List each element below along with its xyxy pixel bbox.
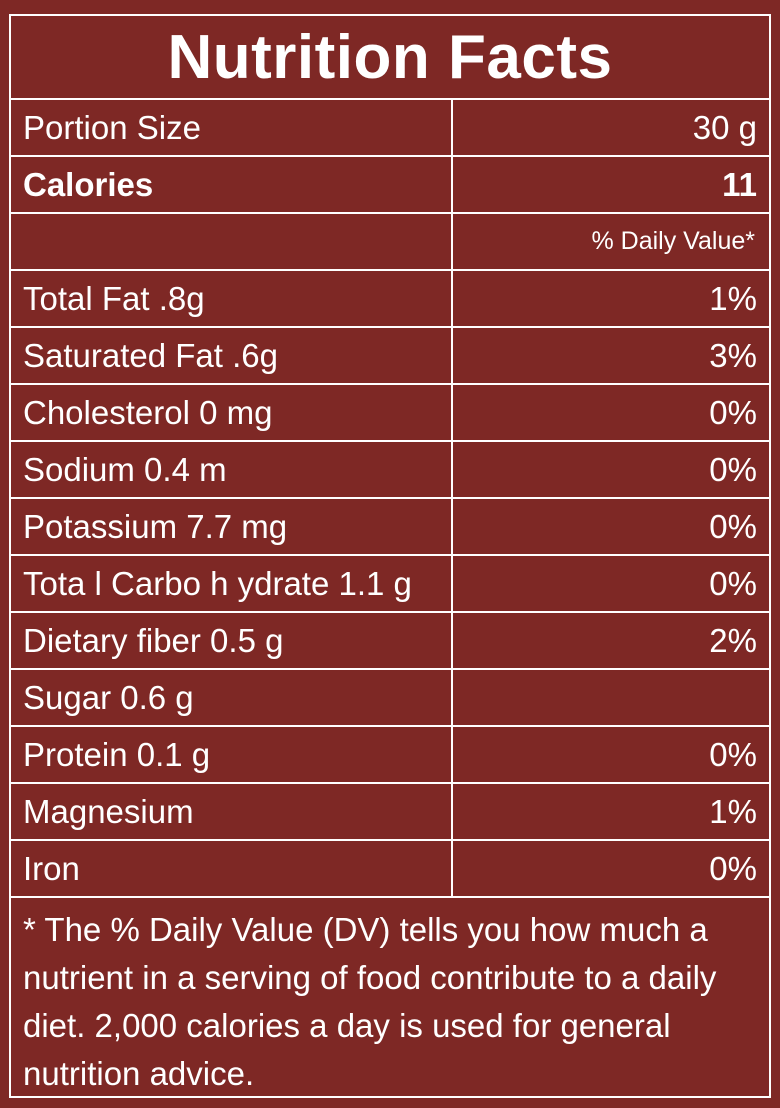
nutrient-label: Iron <box>11 841 453 896</box>
nutrient-label: Potassium 7.7 mg <box>11 499 453 554</box>
nutrient-row: Total Fat .8g 1% <box>11 271 769 328</box>
dv-header-row: % Daily Value* <box>11 214 769 271</box>
nutrient-row: Dietary fiber 0.5 g 2% <box>11 613 769 670</box>
portion-row: Portion Size 30 g <box>11 100 769 157</box>
nutrient-dv: 0% <box>709 564 757 602</box>
nutrient-dv: 3% <box>709 336 757 374</box>
dv-header: % Daily Value* <box>591 227 755 255</box>
nutrient-dv: 0% <box>709 450 757 488</box>
nutrient-label: Dietary fiber 0.5 g <box>11 613 453 668</box>
nutrient-dv: 1% <box>709 279 757 317</box>
calories-value: 11 <box>722 165 757 203</box>
nutrient-dv: 0% <box>709 507 757 545</box>
nutrient-row: Sodium 0.4 m 0% <box>11 442 769 499</box>
nutrient-label: Tota l Carbo h ydrate 1.1 g <box>11 556 453 611</box>
nutrient-label: Sugar 0.6 g <box>11 670 453 725</box>
nutrient-label: Sodium 0.4 m <box>11 442 453 497</box>
nutrient-label: Protein 0.1 g <box>11 727 453 782</box>
nutrient-dv: 0% <box>709 393 757 431</box>
nutrient-row: Saturated Fat .6g 3% <box>11 328 769 385</box>
dv-header-spacer <box>11 214 453 269</box>
nutrient-row: Potassium 7.7 mg 0% <box>11 499 769 556</box>
footnote: * The % Daily Value (DV) tells you how m… <box>23 911 717 1092</box>
nutrient-dv: 0% <box>709 849 757 887</box>
nutrient-label: Total Fat .8g <box>11 271 453 326</box>
nutrient-row: Tota l Carbo h ydrate 1.1 g 0% <box>11 556 769 613</box>
portion-value: 30 g <box>692 108 757 146</box>
portion-label: Portion Size <box>11 100 453 155</box>
nutrient-dv: 1% <box>709 792 757 830</box>
nutrient-dv: 2% <box>709 621 757 659</box>
nutrient-label: Cholesterol 0 mg <box>11 385 453 440</box>
nutrient-dv <box>455 670 769 725</box>
nutrient-row: Protein 0.1 g 0% <box>11 727 769 784</box>
nutrient-label: Magnesium <box>11 784 453 839</box>
nutrient-row: Iron 0% <box>11 841 769 898</box>
nutrient-label: Saturated Fat .6g <box>11 328 453 383</box>
label-title: Nutrition Facts <box>11 16 769 100</box>
nutrition-table: Portion Size 30 g Calories 11 % Daily Va… <box>11 100 769 898</box>
nutrient-row: Cholesterol 0 mg 0% <box>11 385 769 442</box>
calories-row: Calories 11 <box>11 157 769 214</box>
calories-label: Calories <box>11 157 453 212</box>
nutrient-row: Sugar 0.6 g <box>11 670 769 727</box>
nutrient-dv: 0% <box>709 735 757 773</box>
nutrition-label: Nutrition Facts Portion Size 30 g Calori… <box>9 14 771 1098</box>
nutrient-row: Magnesium 1% <box>11 784 769 841</box>
